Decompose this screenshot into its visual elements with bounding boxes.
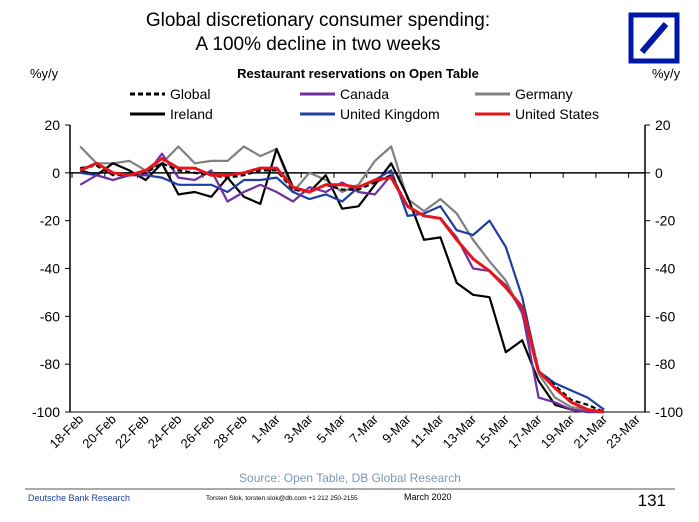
y-tick-label-right: -60	[655, 308, 675, 324]
series-group	[79, 145, 605, 414]
y-tick-label-right: -40	[655, 261, 675, 277]
x-tick-label: 17-Mar	[505, 411, 545, 451]
x-tick-label: 11-Mar	[407, 411, 447, 451]
series-line-germany	[79, 145, 605, 414]
x-tick-label: 20-Feb	[79, 412, 119, 452]
legend-label: Ireland	[170, 106, 213, 122]
footer-author: Torsten Slok, torsten.slok@db.com +1 212…	[206, 495, 358, 502]
x-tick-label: 19-Mar	[538, 411, 578, 451]
series-line-ireland	[79, 147, 605, 414]
x-tick-label: 21-Mar	[570, 411, 610, 451]
chart-title: Restaurant reservations on Open Table	[237, 66, 479, 81]
x-tick-label: 13-Mar	[439, 411, 479, 451]
footer-org: Deutsche Bank Research	[28, 493, 130, 503]
x-tick-label: 15-Mar	[472, 411, 512, 451]
legend-label: United Kingdom	[340, 106, 440, 122]
axes: 20 200 0-20 -20-40 -40-60 -60-80 -80-100 -10018…	[32, 117, 683, 451]
x-tick-label: 24-Feb	[145, 412, 185, 452]
y-tick-label-right: -100	[655, 404, 683, 420]
x-tick-label: 3-Mar	[281, 411, 316, 446]
y-tick-label-left: 0	[52, 165, 60, 181]
page-number: 131	[638, 491, 666, 510]
y-tick-label-left: -40	[40, 261, 60, 277]
y-tick-label-right: 20	[655, 117, 671, 133]
source-note: Source: Open Table, DB Global Research	[239, 471, 461, 485]
series-line-united-kingdom	[80, 169, 605, 411]
legend: Global Canada Germany Ireland United Kingdom…	[130, 86, 599, 122]
series-line-united-states	[79, 157, 605, 414]
y-tick-label-left: -80	[40, 356, 60, 372]
y-tick-label-left: -20	[40, 213, 60, 229]
y-tick-label-left: 20	[44, 117, 60, 133]
x-tick-label: 7-Mar	[346, 411, 381, 446]
footer-date: March 2020	[404, 492, 452, 502]
legend-label: Global	[170, 86, 210, 102]
x-tick-label: 26-Feb	[178, 412, 218, 452]
y-tick-label-left: -60	[40, 308, 60, 324]
x-tick-label: 28-Feb	[210, 412, 250, 452]
deutsche-bank-logo	[628, 12, 680, 64]
legend-label: Germany	[515, 86, 573, 102]
y-tick-label-right: -80	[655, 356, 675, 372]
y-tick-label-left: -100	[32, 404, 60, 420]
title-line-1: Global discretionary consumer spending:	[146, 10, 490, 31]
x-tick-label: 23-Mar	[603, 411, 643, 451]
x-tick-label: 5-Mar	[314, 411, 349, 446]
y-axis-label-left: %y/y	[30, 66, 59, 81]
title-line-2: A 100% decline in two weeks	[195, 34, 440, 55]
legend-label: United States	[515, 106, 599, 122]
x-tick-label: 1-Mar	[248, 411, 283, 446]
y-axis-label-right: %y/y	[652, 66, 681, 81]
x-tick-label: 22-Feb	[112, 412, 152, 452]
y-tick-label-right: -20	[655, 213, 675, 229]
legend-label: Canada	[340, 86, 389, 102]
y-tick-label-right: 0	[655, 165, 663, 181]
